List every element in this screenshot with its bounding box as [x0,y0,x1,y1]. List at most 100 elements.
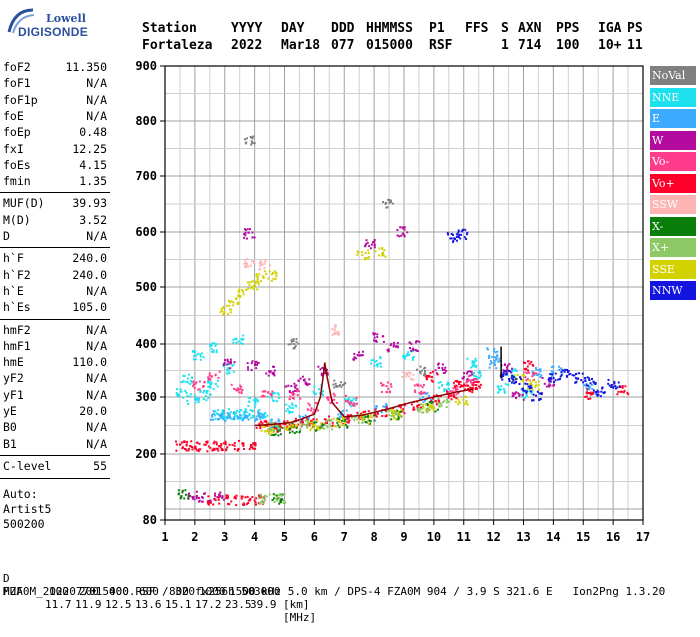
ionogram-echo-point [250,362,253,365]
ionogram-echo-point [585,382,588,385]
ionogram-echo-point [248,400,251,403]
ionogram-echo-point [233,418,236,421]
ionogram-echo-point [430,403,433,406]
ionogram-echo-point [408,375,411,378]
ionogram-echo-point [200,352,203,355]
ionogram-echo-point [295,426,298,429]
ionogram-echo-point [243,447,245,450]
ionogram-echo-point [191,381,194,384]
ionogram-echo-point [422,406,425,409]
ionogram-echo-point [183,375,186,378]
ionogram-echo-point [220,444,223,447]
ionogram-echo-point [331,333,334,336]
ionogram-echo-point [457,235,460,238]
legend-item-vo-: Vo- [650,152,696,171]
ionogram-echo-point [291,430,294,433]
ionogram-echo-point [177,489,180,492]
ionogram-echo-point [498,357,501,360]
ionogram-echo-point [293,346,296,349]
x-tick-label: 4 [251,530,258,544]
ionogram-echo-point [288,423,291,426]
ionogram-echo-point [308,383,311,386]
ionogram-echo-point [356,253,359,256]
parameter-label: h`Es [3,300,31,315]
ionogram-echo-point [197,450,200,453]
logo-product-text: DIGISONDE [18,25,89,39]
ionogram-echo-point [522,398,525,401]
ionogram-echo-point [239,296,242,298]
ionogram-echo-point [207,502,210,505]
ionogram-echo-point [272,422,275,425]
ionogram-echo-point [238,288,241,291]
ionogram-echo-point [527,385,530,388]
ionogram-echo-point [268,493,271,496]
ionogram-echo-point [209,446,212,449]
ionogram-echo-point [388,199,391,201]
ionogram-echo-point [228,371,231,374]
ionogram-echo-point [232,338,235,341]
ionogram-echo-point [614,387,617,390]
ionogram-echo-point [393,344,395,347]
ionogram-echo-point [239,416,241,419]
chart-tick-labels: 1 2 3 4 5 6 7 8 9 10 11 12 13 14 15 16 17802003004005006… [135,59,650,544]
ionogram-echo-point [255,274,258,277]
ionogram-echo-point [175,392,178,395]
ionogram-echo-point [539,370,542,373]
ionogram-echo-point [585,387,588,390]
ionogram-echo-point [387,198,390,201]
ionogram-echo-point [522,379,524,382]
ionogram-echo-point [240,495,243,498]
ionogram-echo-point [334,331,336,334]
distance-value: 1500 [229,585,256,598]
ionogram-echo-point [424,403,427,406]
ionogram-echo-point [432,406,434,409]
ionogram-echo-point [313,408,315,411]
ionogram-echo-point [602,392,605,394]
legend-item-noval: NoVal [650,66,696,85]
ionogram-echo-point [418,392,421,394]
ionogram-echo-point [385,206,388,209]
ionogram-echo-point [228,412,231,415]
ionogram-echo-point [208,374,211,377]
ionogram-echo-point [548,383,551,386]
ionogram-echo-point [471,362,474,365]
ionogram-echo-point [589,393,592,396]
ionogram-echo-point [376,335,379,338]
ionogram-echo-point [512,378,514,381]
ionogram-echo-point [403,354,406,357]
ionogram-echo-point [260,501,263,504]
ionogram-echo-point [381,415,384,417]
ionogram-echo-point [521,395,524,398]
ionogram-echo-point [574,377,577,380]
ionogram-echo-point [361,251,364,254]
x-tick-label: 7 [341,530,348,544]
ionogram-echo-point [241,419,244,422]
ionogram-echo-point [595,393,598,396]
ionogram-echo-point [587,377,590,380]
ionogram-echo-point [270,394,273,397]
ionogram-echo-point [256,278,259,280]
ionogram-echo-point [441,369,444,371]
ionogram-echo-point [210,347,213,350]
ionogram-echo-point [431,376,433,379]
ionogram-echo-point [385,414,388,417]
ionogram-echo-point [502,369,505,372]
ionogram-echo-point [540,374,543,377]
header-cell: 077 [331,38,355,53]
distance-value: 400 [109,585,129,598]
ionogram-echo-point [228,363,231,366]
ionogram-echo-point [252,260,255,263]
ionogram-echo-point [278,420,281,423]
ionogram-echo-point [247,287,250,290]
y-tick-label: 600 [135,225,157,239]
ionogram-echo-point [291,411,294,414]
ionogram-echo-point [387,350,390,353]
ionogram-echo-point [589,382,592,385]
ionogram-echo-point [509,370,512,373]
ionogram-echo-point [185,391,188,394]
chart-marks [175,135,630,507]
autoscaling-text: Auto: [3,487,38,502]
ionogram-echo-point [217,496,220,499]
ionogram-echo-point [232,341,235,344]
ionogram-echo-point [421,411,423,414]
